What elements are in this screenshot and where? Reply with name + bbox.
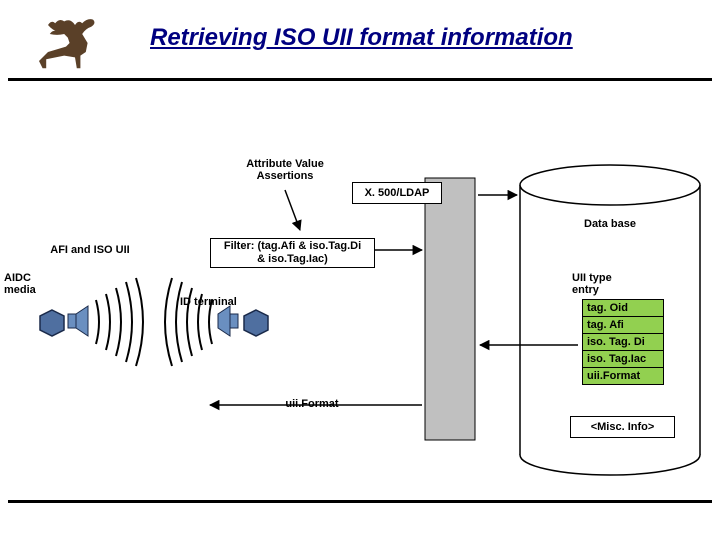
label-database: Data base (560, 218, 660, 230)
entry-row: iso. Tag.Iac (582, 350, 664, 368)
diagram-svg (0, 0, 720, 540)
terminal-tag-icon (244, 310, 268, 336)
arrow-attr-to-filter (285, 190, 300, 230)
box-filter: Filter: (tag.Afi & iso.Tag.Di & iso.Tag.… (210, 238, 375, 268)
box-misc-info: <Misc. Info> (570, 416, 675, 438)
entry-row: tag. Oid (582, 299, 664, 317)
entry-row: uii.Format (582, 367, 664, 385)
moose-icon (39, 19, 94, 68)
aidc-tag-icon (40, 310, 64, 336)
label-afi-iso: AFI and ISO UII (30, 244, 150, 256)
label-uii-type-entry: UII type entry (572, 272, 642, 296)
label-uii-format: uii.Format (272, 398, 352, 410)
page-title: Retrieving ISO UII format information (150, 24, 573, 52)
process-block (425, 178, 475, 440)
entry-table: tag. Oidtag. Afiiso. Tag. Diiso. Tag.Iac… (582, 300, 664, 385)
divider-top (8, 78, 712, 81)
aidc-speaker-icon (68, 306, 88, 336)
divider-bottom (8, 500, 712, 503)
entry-row: tag. Afi (582, 316, 664, 334)
label-attr-value: Attribute Value Assertions (220, 158, 350, 182)
radio-waves-icon (96, 278, 212, 366)
label-id-terminal: ID terminal (180, 296, 270, 308)
entry-row: iso. Tag. Di (582, 333, 664, 351)
terminal-speaker-icon (218, 306, 238, 336)
label-aidc-media: AIDC media (4, 272, 54, 296)
box-x500: X. 500/LDAP (352, 182, 442, 204)
